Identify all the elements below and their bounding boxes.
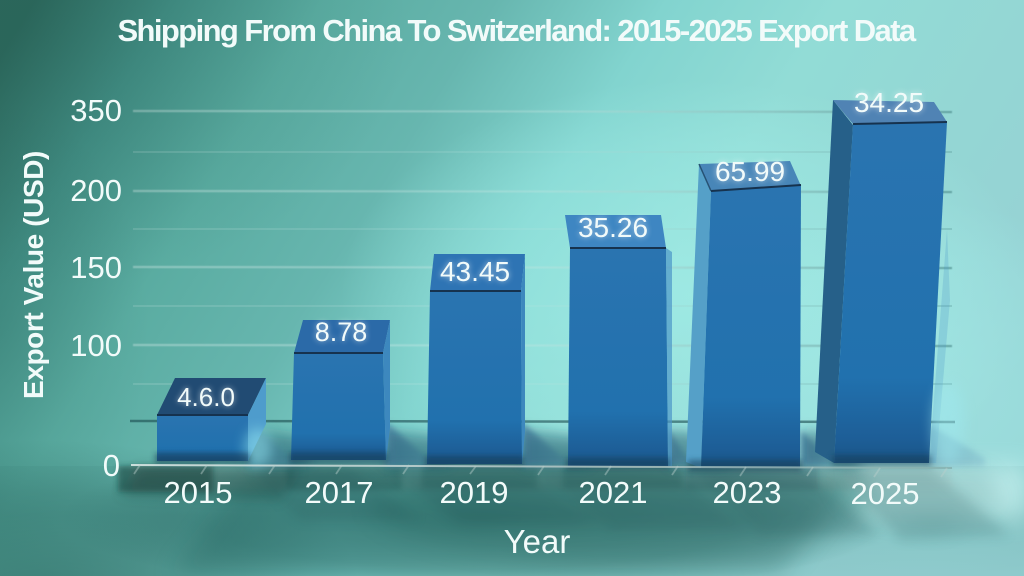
svg-text:8.78: 8.78 xyxy=(315,317,368,347)
svg-text:34.25: 34.25 xyxy=(854,87,924,118)
svg-text:Shipping From China To Switzer: Shipping From China To Switzerland: 2015… xyxy=(117,13,916,48)
svg-text:43.45: 43.45 xyxy=(440,256,510,287)
svg-text:4.6.0: 4.6.0 xyxy=(177,382,235,412)
svg-text:100: 100 xyxy=(70,328,122,363)
svg-text:4.6.0: 4.6.0 xyxy=(177,382,235,412)
svg-text:65.99: 65.99 xyxy=(715,156,785,187)
svg-text:Year: Year xyxy=(504,523,571,560)
svg-text:43.45: 43.45 xyxy=(440,256,510,287)
svg-text:0: 0 xyxy=(103,448,120,483)
svg-text:8.78: 8.78 xyxy=(315,317,368,347)
svg-text:2017: 2017 xyxy=(305,475,374,510)
svg-text:200: 200 xyxy=(70,173,122,208)
svg-text:2015: 2015 xyxy=(164,475,233,510)
svg-text:35.26: 35.26 xyxy=(578,212,648,243)
svg-text:2019: 2019 xyxy=(440,475,509,510)
svg-text:2025: 2025 xyxy=(851,476,920,511)
svg-text:35.26: 35.26 xyxy=(578,212,648,243)
svg-text:2021: 2021 xyxy=(579,475,648,510)
svg-text:Export Value (USD): Export Value (USD) xyxy=(18,151,49,399)
svg-text:2023: 2023 xyxy=(713,475,782,510)
svg-text:34.25: 34.25 xyxy=(854,87,924,118)
svg-text:350: 350 xyxy=(70,93,122,128)
svg-text:65.99: 65.99 xyxy=(715,156,785,187)
svg-text:150: 150 xyxy=(70,250,122,285)
